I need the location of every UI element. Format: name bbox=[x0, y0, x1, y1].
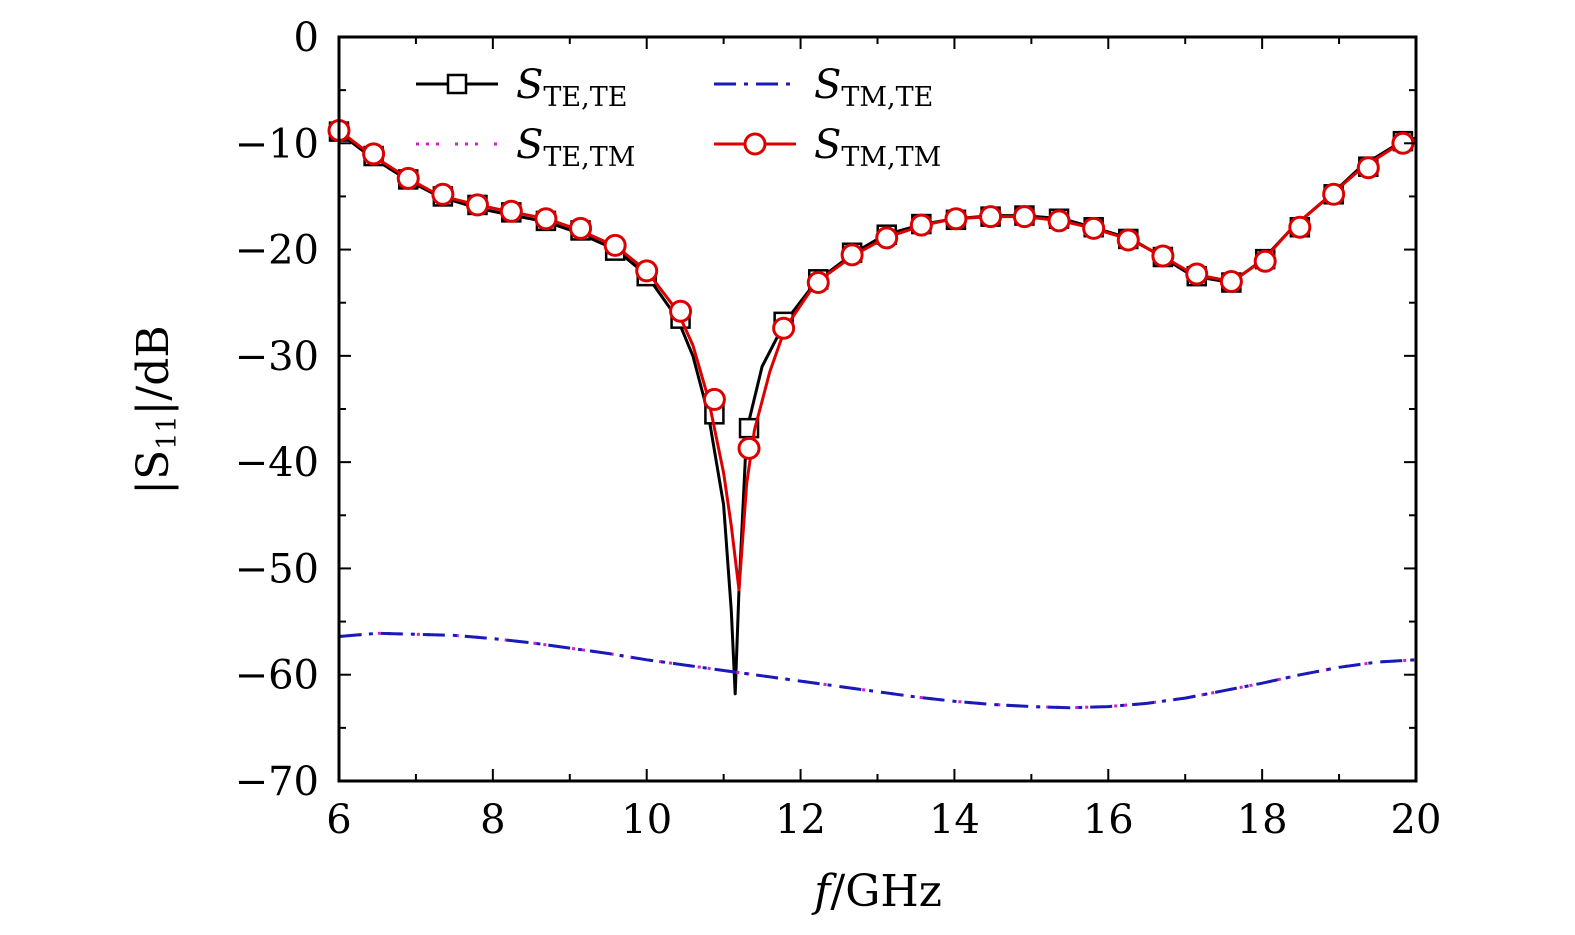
data-marker-circle bbox=[1253, 249, 1277, 273]
plot-series bbox=[327, 119, 1417, 710]
legend-item: STE,TE bbox=[416, 62, 627, 113]
data-marker-circle bbox=[1356, 156, 1380, 180]
legend-item: STM,TE bbox=[714, 62, 933, 113]
data-marker-circle bbox=[1151, 244, 1175, 268]
legend-label: STM,TM bbox=[814, 122, 941, 173]
data-marker-square bbox=[446, 73, 468, 95]
legend-label: STE,TM bbox=[516, 122, 635, 173]
data-marker-circle bbox=[635, 259, 659, 283]
y-tick-label: −10 bbox=[235, 121, 319, 167]
data-marker-circle bbox=[875, 226, 899, 250]
data-marker-circle bbox=[1185, 262, 1209, 286]
y-tick-label: 0 bbox=[294, 15, 319, 61]
y-tick-label: −50 bbox=[235, 546, 319, 592]
data-marker-circle bbox=[702, 387, 726, 411]
y-tick-label: −20 bbox=[235, 228, 319, 274]
x-tick-label: 6 bbox=[326, 797, 351, 843]
data-marker-circle bbox=[465, 193, 489, 217]
x-tick-label: 20 bbox=[1391, 797, 1442, 843]
series-line bbox=[338, 631, 1417, 710]
y-tick-label: −40 bbox=[235, 440, 319, 486]
data-marker-circle bbox=[603, 233, 627, 257]
y-tick-label: −70 bbox=[235, 759, 319, 805]
data-marker-circle bbox=[743, 132, 767, 156]
data-marker-circle bbox=[499, 199, 523, 223]
data-marker-circle bbox=[1012, 205, 1036, 229]
x-axis-label: f/GHz bbox=[811, 866, 942, 917]
data-marker-circle bbox=[396, 166, 420, 190]
x-tick-label: 18 bbox=[1237, 797, 1288, 843]
data-marker-circle bbox=[1219, 269, 1243, 293]
x-tick-label: 12 bbox=[775, 797, 826, 843]
tick-labels: 6 8 10 12 14 16 18 20 0 −10 −20 −30 −40 −50 −60 −70 bbox=[235, 15, 1442, 843]
data-marker-circle bbox=[362, 142, 386, 166]
series-te-tm bbox=[338, 631, 1417, 710]
series-line bbox=[338, 631, 1417, 710]
data-marker-circle bbox=[569, 216, 593, 240]
legend-item: STM,TM bbox=[714, 122, 941, 173]
x-tick-label: 14 bbox=[929, 797, 980, 843]
data-marker-circle bbox=[669, 299, 693, 323]
data-marker-circle bbox=[1288, 215, 1312, 239]
data-marker-circle bbox=[737, 436, 761, 460]
data-marker-circle bbox=[909, 213, 933, 237]
y-tick-label: −60 bbox=[235, 653, 319, 699]
legend-label: STE,TE bbox=[516, 62, 627, 113]
legend-label: STM,TE bbox=[814, 62, 933, 113]
x-tick-label: 8 bbox=[480, 797, 505, 843]
series-tm-te bbox=[338, 631, 1417, 710]
data-marker-circle bbox=[772, 316, 796, 340]
data-marker-circle bbox=[1116, 228, 1140, 252]
y-tick-label: −30 bbox=[235, 334, 319, 380]
data-marker-circle bbox=[979, 205, 1003, 229]
x-tick-label: 16 bbox=[1083, 797, 1134, 843]
y-axis-label: |S11|/dB bbox=[128, 325, 183, 494]
data-marker-circle bbox=[806, 271, 830, 295]
plot-frame bbox=[337, 35, 1418, 783]
legend: STE,TE STE,TM STM,TE STM,TM bbox=[416, 62, 941, 173]
data-marker-circle bbox=[944, 207, 968, 231]
data-marker-circle bbox=[534, 207, 558, 231]
data-marker-circle bbox=[1047, 209, 1071, 233]
data-marker-circle bbox=[1322, 182, 1346, 206]
series-line bbox=[338, 129, 1417, 592]
legend-item: STE,TM bbox=[416, 122, 635, 173]
data-marker-circle bbox=[431, 182, 455, 206]
series-tm-tm bbox=[327, 119, 1417, 592]
data-marker-circle bbox=[840, 243, 864, 267]
series-line bbox=[338, 131, 1417, 696]
x-tick-label: 10 bbox=[621, 797, 672, 843]
data-marker-circle bbox=[1082, 216, 1106, 240]
